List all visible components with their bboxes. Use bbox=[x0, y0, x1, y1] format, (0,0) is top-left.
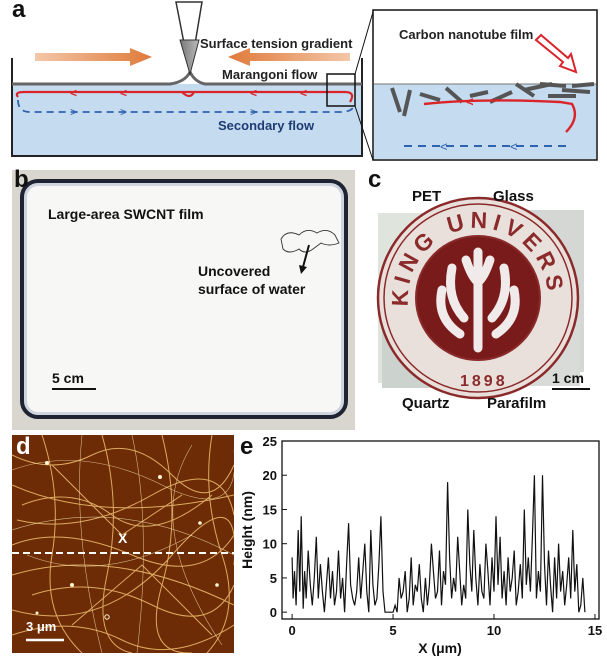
uncovered-region bbox=[280, 230, 340, 274]
svg-text:<: < bbox=[440, 139, 448, 154]
svg-text:>: > bbox=[70, 105, 77, 119]
tray-photo bbox=[20, 179, 348, 419]
uncovered-annotation: Uncovered surface of water bbox=[198, 262, 305, 298]
svg-text:>: > bbox=[250, 105, 257, 119]
x-tick-label: 10 bbox=[487, 623, 501, 638]
svg-text:<: < bbox=[300, 86, 307, 100]
svg-text:<: < bbox=[70, 86, 77, 100]
secondary-flow bbox=[17, 99, 355, 113]
scalebar-c-line bbox=[552, 388, 590, 390]
substrate-glass: Glass bbox=[493, 188, 534, 205]
x-tick-label: 0 bbox=[288, 623, 295, 638]
panel-a: a < < < < > > > bbox=[0, 0, 607, 165]
seal-year: 1898 bbox=[460, 373, 508, 390]
panel-c: c PEKING UNIVERSITY 1898 PET Glass Quart… bbox=[360, 166, 600, 430]
y-axis-label: Height (nm) bbox=[239, 491, 255, 569]
scalebar-c-text: 1 cm bbox=[552, 370, 584, 386]
uncovered-line-2: surface of water bbox=[198, 281, 306, 297]
zoom-title: Carbon nanotube film bbox=[399, 27, 534, 42]
height-profile-chart: 0 5 10 15 20 25 0 5 10 15 X (μm) Height (nm) bbox=[239, 435, 602, 656]
marangoni-label: Marangoni flow bbox=[222, 67, 318, 82]
afm-particles bbox=[35, 461, 219, 620]
svg-text:>: > bbox=[120, 105, 127, 119]
y-tick-label: 20 bbox=[263, 468, 277, 483]
panel-a-label: a bbox=[12, 0, 26, 23]
scalebar-d-text: 3 μm bbox=[26, 619, 57, 634]
needle-icon bbox=[175, 1, 203, 75]
film-title: Large-area SWCNT film bbox=[48, 206, 204, 222]
x-axis-label: X (μm) bbox=[418, 640, 462, 656]
gradient-arrow-left bbox=[35, 48, 152, 66]
y-tick-label: 25 bbox=[263, 435, 277, 449]
secondary-label: Secondary flow bbox=[218, 118, 315, 133]
y-tick-label: 15 bbox=[263, 502, 277, 517]
scalebar-b-line bbox=[52, 388, 96, 390]
afm-fibers bbox=[12, 435, 234, 653]
substrate-quartz: Quartz bbox=[402, 395, 450, 412]
y-tick-label: 0 bbox=[270, 605, 277, 620]
marangoni-flow bbox=[15, 90, 354, 103]
svg-text:<: < bbox=[510, 139, 518, 154]
x-tick-label: 5 bbox=[389, 623, 396, 638]
afm-image bbox=[12, 435, 234, 653]
x-tick-label: 15 bbox=[588, 623, 602, 638]
trough-outline bbox=[11, 58, 363, 157]
y-tick-label: 5 bbox=[270, 571, 277, 586]
panel-b: b Large-area SWCNT film Uncovered surfac… bbox=[12, 166, 355, 430]
afm-fibers-fine bbox=[12, 435, 234, 653]
substrate-pet: PET bbox=[412, 188, 442, 205]
panel-c-label: c bbox=[368, 166, 382, 193]
seal-emblem bbox=[436, 247, 520, 353]
panel-e-label: e bbox=[240, 433, 254, 460]
scalebar-b: 5 cm bbox=[52, 370, 96, 390]
uncovered-line-1: Uncovered bbox=[198, 263, 271, 279]
panel-b-label: b bbox=[14, 166, 29, 193]
svg-text:<: < bbox=[120, 86, 127, 100]
university-seal: PEKING UNIVERSITY bbox=[360, 168, 584, 400]
scalebar-c: 1 cm bbox=[552, 370, 590, 390]
svg-text:<: < bbox=[250, 86, 257, 100]
svg-text:<: < bbox=[466, 94, 474, 109]
panel-d-label: d bbox=[16, 435, 31, 460]
nanotube-bundles bbox=[390, 82, 595, 117]
scalebar-b-text: 5 cm bbox=[52, 370, 84, 386]
height-profile-line bbox=[291, 475, 586, 613]
marangoni-schematic: < < < < > > > < < < bbox=[11, 1, 598, 161]
gradient-arrow-right bbox=[228, 48, 350, 66]
surface-tension-label: Surface tension gradient bbox=[200, 36, 353, 51]
zoom-region bbox=[326, 73, 356, 107]
profile-marker: X bbox=[118, 530, 128, 546]
panel-d: d X 3 μm bbox=[12, 435, 234, 653]
panel-e: e 0 5 10 15 20 25 0 5 10 15 X (μm) Height (nm) bbox=[238, 433, 603, 659]
film-arrow-icon bbox=[534, 33, 578, 74]
substrate-parafilm: Parafilm bbox=[487, 395, 547, 412]
y-tick-label: 10 bbox=[263, 537, 277, 552]
